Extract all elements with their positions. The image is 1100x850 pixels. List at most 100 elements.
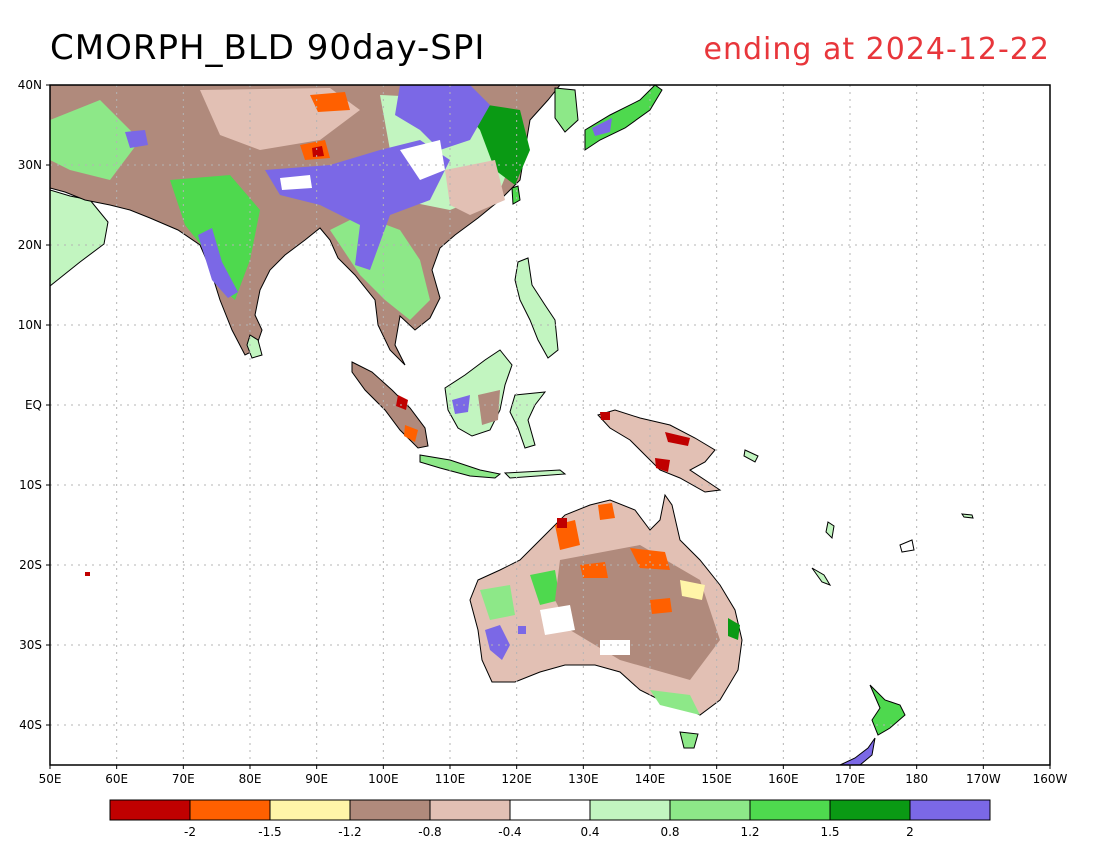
green-patch	[728, 618, 740, 640]
color-legend: -2 -1.5 -1.2 -0.8 -0.4 0.4 0.8 1.2 1.5 2	[109, 799, 991, 839]
new-guinea	[597, 409, 722, 493]
legend-swatch	[109, 799, 191, 821]
dry-area	[557, 518, 567, 528]
lon-label: 140E	[635, 772, 666, 786]
legend-swatch	[269, 799, 351, 821]
dry-area	[665, 432, 690, 446]
lon-label: 160E	[768, 772, 799, 786]
white-patch	[280, 175, 312, 190]
dry-area	[312, 146, 324, 157]
lon-label: 170E	[835, 772, 866, 786]
legend-label: 0.8	[660, 825, 679, 839]
dry-area	[580, 562, 608, 578]
green-patch	[650, 690, 700, 715]
lat-label: 10S	[19, 478, 42, 492]
lat-label: 40N	[18, 78, 42, 92]
wet-area	[198, 228, 238, 298]
dry-area	[478, 390, 500, 425]
lon-label: 170W	[966, 772, 1001, 786]
legend-label: -1.2	[338, 825, 361, 839]
lon-label: 130E	[568, 772, 599, 786]
vanuatu	[825, 521, 835, 540]
wet-area	[518, 626, 526, 634]
wet-area	[592, 118, 612, 136]
green-patch	[330, 215, 430, 320]
lat-label: 20S	[19, 558, 42, 572]
dry-area	[650, 598, 672, 614]
borneo	[444, 349, 513, 437]
legend-swatch	[829, 799, 911, 821]
lon-label: 160W	[1033, 772, 1068, 786]
wet-area	[265, 140, 450, 270]
taiwan	[511, 185, 521, 205]
lat-label: 40S	[19, 718, 42, 732]
lat-label: 30S	[19, 638, 42, 652]
wet-area	[125, 130, 148, 148]
white-patch	[600, 640, 630, 655]
date-subtitle: ending at 2024-12-22	[703, 32, 1050, 67]
wet-area	[485, 625, 510, 660]
java	[419, 454, 502, 479]
legend-label: -0.4	[498, 825, 521, 839]
new-caledonia	[811, 567, 832, 586]
lat-label: 20N	[18, 238, 42, 252]
fiji	[899, 539, 915, 553]
lon-label: 180	[905, 772, 928, 786]
dry-area	[655, 458, 670, 472]
dry-area	[598, 503, 615, 520]
green-patch	[50, 100, 140, 180]
legend-swatch	[189, 799, 271, 821]
legend-swatch	[589, 799, 671, 821]
white-patch	[540, 605, 575, 635]
lon-label: 60E	[105, 772, 128, 786]
lat-label: EQ	[25, 398, 42, 412]
sri-lanka	[246, 334, 263, 359]
lesser-sunda	[503, 469, 567, 479]
grid-lines	[50, 85, 1050, 765]
philippines	[514, 257, 559, 359]
longitude-labels: 50E 60E 70E 80E 90E 100E 110E 120E 130E 140E 150E 1…	[39, 765, 1068, 786]
lon-label: 50E	[39, 772, 62, 786]
map-frame	[49, 84, 1051, 766]
lat-label: 10N	[18, 318, 42, 332]
legend-swatch	[509, 799, 591, 821]
white-patch	[400, 140, 445, 180]
dry-area	[445, 160, 505, 215]
lon-label: 100E	[368, 772, 399, 786]
dry-area	[310, 92, 350, 112]
sulawesi	[509, 391, 547, 449]
legend-swatch	[909, 799, 991, 821]
lon-label: 80E	[239, 772, 262, 786]
dry-area	[680, 580, 705, 600]
legend-label: -0.8	[418, 825, 441, 839]
new-zealand-south	[839, 737, 876, 765]
lat-label: 30N	[18, 158, 42, 172]
dry-area	[404, 425, 418, 442]
lon-label: 150E	[701, 772, 732, 786]
legend-label: 0.4	[580, 825, 599, 839]
korea	[554, 87, 579, 133]
legend-swatch	[429, 799, 511, 821]
legend-label: 1.5	[820, 825, 839, 839]
green-patch	[480, 585, 515, 620]
legend-label: -2	[184, 825, 196, 839]
legend-swatch	[669, 799, 751, 821]
map-title: CMORPH_BLD 90day-SPI	[50, 28, 486, 68]
wet-area	[395, 85, 490, 150]
arabia-land	[50, 189, 109, 287]
sumatra	[351, 361, 429, 449]
japan	[584, 85, 663, 151]
lon-label: 110E	[435, 772, 466, 786]
dry-area	[600, 412, 610, 420]
dry-area	[555, 545, 720, 680]
island	[960, 513, 974, 519]
spi-field	[50, 85, 974, 765]
legend-swatch	[749, 799, 831, 821]
dry-area	[396, 395, 408, 410]
latitude-labels: 40N 30N 20N 10N EQ 10S 20S 30S 40S	[18, 78, 50, 732]
wet-area	[452, 395, 470, 414]
tasmania	[679, 731, 699, 749]
green-patch	[170, 175, 260, 300]
lon-label: 90E	[305, 772, 328, 786]
